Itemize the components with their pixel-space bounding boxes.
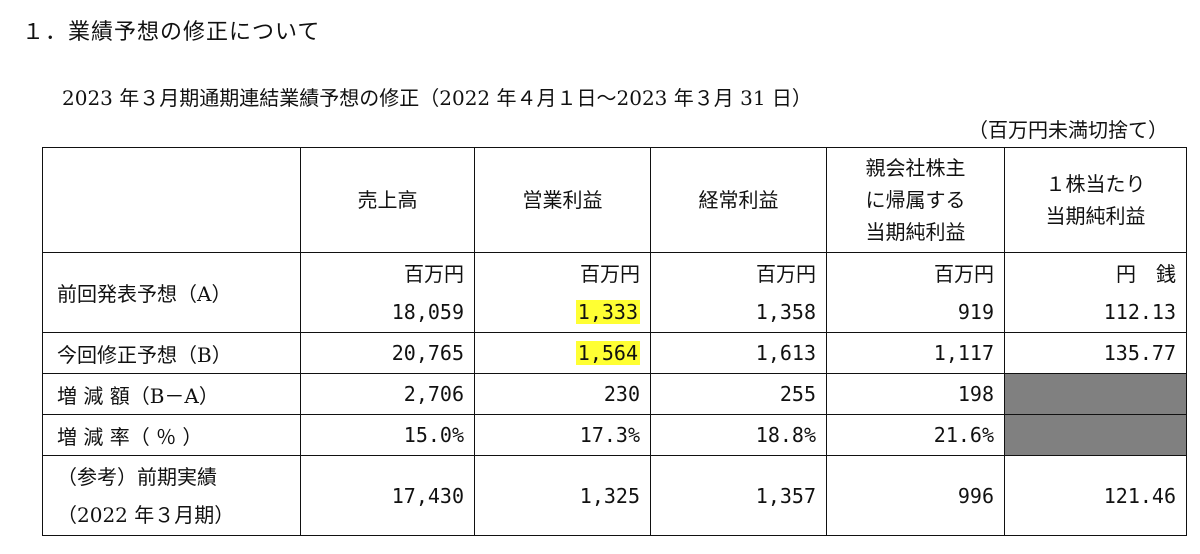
change-rate-eps-blank (1004, 414, 1187, 456)
change-amount-operating-profit: 230 (474, 373, 651, 415)
section-title: １．業績予想の修正について (22, 20, 321, 45)
header-net-profit: 親会社株主 に帰属する 当期純利益 (826, 147, 1005, 253)
revised-eps: 135.77 (1004, 332, 1187, 374)
reference-operating-profit: 1,325 (474, 455, 651, 536)
table-row-change-amount: 増 減 額（B－A） 2,706 230 255 198 (42, 373, 1187, 415)
previous-ordinary-profit-cell: 百万円 1,358 (650, 252, 827, 333)
unit-yen-sen: 円 銭 (1116, 261, 1176, 286)
header-eps-line2: 当期純利益 (1045, 204, 1146, 228)
previous-operating-profit: 1,333 (575, 299, 640, 324)
change-amount-eps-blank (1004, 373, 1187, 415)
table-row-revised: 今回修正予想（B） 20,765 1,564 1,613 1,117 135.7… (42, 332, 1187, 374)
unit-note: （百万円未満切捨て） (968, 118, 1168, 142)
header-sales: 売上高 (300, 147, 475, 253)
table-row-change-rate: 増 減 率（ ％ ） 15.0% 17.3% 18.8% 21.6% (42, 414, 1187, 456)
previous-eps: 112.13 (1103, 299, 1176, 324)
unit-million-yen: 百万円 (404, 261, 464, 286)
table-header-row: 売上高 営業利益 経常利益 親会社株主 に帰属する 当期純利益 １株当たり 当期… (42, 147, 1187, 253)
forecast-table: 売上高 営業利益 経常利益 親会社株主 に帰属する 当期純利益 １株当たり 当期… (42, 147, 1187, 536)
previous-sales-cell: 百万円 18,059 (300, 252, 475, 333)
header-net-profit-line1: 親会社株主 (865, 156, 966, 180)
revised-operating-profit: 1,564 (575, 341, 640, 365)
change-amount-net-profit: 198 (826, 373, 1005, 415)
reference-ordinary-profit: 1,357 (650, 455, 827, 536)
reference-net-profit: 996 (826, 455, 1005, 536)
reference-sales: 17,430 (300, 455, 475, 536)
table-row-reference: （参考）前期実績 （2022 年３月期） 17,430 1,325 1,357 … (42, 455, 1187, 536)
previous-net-profit: 919 (957, 299, 994, 324)
unit-million-yen: 百万円 (934, 261, 994, 286)
row-label-change-rate: 増 減 率（ ％ ） (42, 414, 301, 456)
row-label-revised: 今回修正予想（B） (42, 332, 301, 374)
change-rate-ordinary-profit: 18.8% (650, 414, 827, 456)
reference-eps: 121.46 (1004, 455, 1187, 536)
change-rate-sales: 15.0% (300, 414, 475, 456)
previous-net-profit-cell: 百万円 919 (826, 252, 1005, 333)
previous-sales: 18,059 (391, 299, 464, 324)
revised-net-profit: 1,117 (826, 332, 1005, 374)
header-empty-cell (42, 147, 301, 253)
forecast-revision-title: 2023 年３月期通期連結業績予想の修正（2022 年４月１日～2023 年３月… (62, 86, 812, 110)
unit-million-yen: 百万円 (580, 261, 640, 286)
row-label-previous: 前回発表予想（A） (42, 252, 301, 333)
previous-ordinary-profit: 1,358 (755, 299, 816, 324)
row-label-reference: （参考）前期実績 （2022 年３月期） (42, 455, 301, 536)
row-label-reference-line2: （2022 年３月期） (57, 502, 235, 527)
table-row-previous: 前回発表予想（A） 百万円 18,059 百万円 1,333 百万円 1,358… (42, 252, 1187, 333)
previous-operating-profit-cell: 百万円 1,333 (474, 252, 651, 333)
revised-ordinary-profit: 1,613 (650, 332, 827, 374)
header-net-profit-line3: 当期純利益 (865, 220, 966, 244)
header-eps: １株当たり 当期純利益 (1004, 147, 1187, 253)
header-ordinary-profit: 経常利益 (650, 147, 827, 253)
change-amount-ordinary-profit: 255 (650, 373, 827, 415)
header-operating-profit: 営業利益 (474, 147, 651, 253)
change-amount-sales: 2,706 (300, 373, 475, 415)
header-net-profit-line2: に帰属する (865, 188, 966, 212)
unit-million-yen: 百万円 (756, 261, 816, 286)
row-label-change-amount: 増 減 額（B－A） (42, 373, 301, 415)
header-eps-line1: １株当たり (1045, 172, 1146, 196)
revised-sales: 20,765 (300, 332, 475, 374)
change-rate-operating-profit: 17.3% (474, 414, 651, 456)
previous-eps-cell: 円 銭 112.13 (1004, 252, 1187, 333)
row-label-reference-line1: （参考）前期実績 (57, 464, 217, 489)
change-rate-net-profit: 21.6% (826, 414, 1005, 456)
revised-operating-profit-cell: 1,564 (474, 332, 651, 374)
